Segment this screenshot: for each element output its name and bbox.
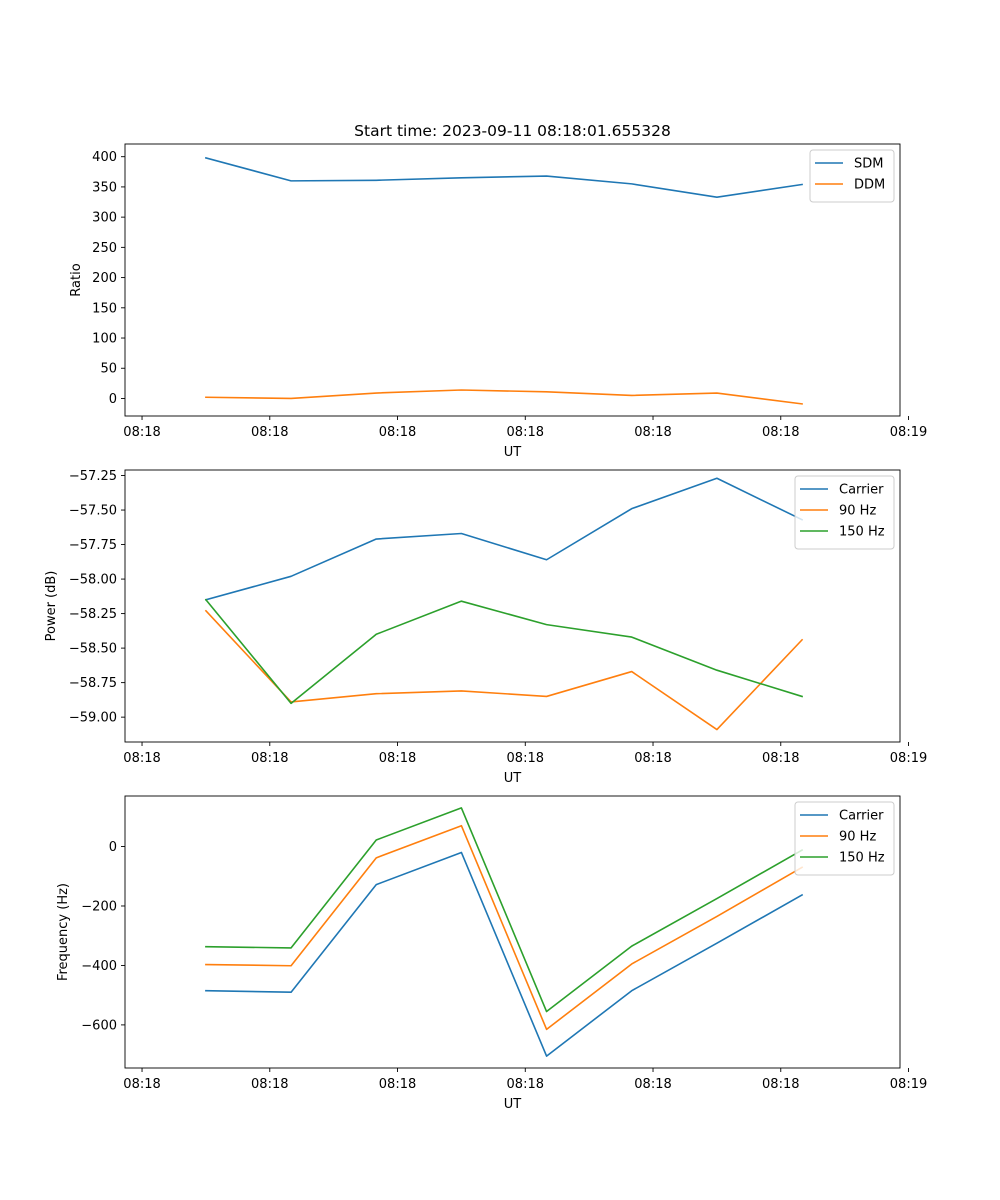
series-line-2 [205, 389, 803, 405]
chart-panel-2: 08:18 08:18 08:18 08:18 08:18 08:18 08:19 −59.0… [44, 469, 927, 786]
series-line-1 [204, 477, 804, 601]
legend-label: DDM [854, 178, 885, 193]
x-tick-label: 08:18 [507, 1077, 544, 1092]
x-axis-label: UT [504, 771, 522, 786]
y-tick-label: 300 [92, 211, 117, 226]
y-tick-label: −57.75 [69, 538, 117, 553]
x-tick-label: 08:19 [890, 1077, 927, 1092]
x-tick-label: 08:18 [123, 1077, 160, 1092]
axes-frame [124, 143, 901, 417]
legend-label: SDM [854, 157, 883, 172]
legend: Carrier 90 Hz 150 Hz [794, 475, 895, 550]
x-tick-label: 08:19 [890, 751, 927, 766]
y-tick-label: −200 [81, 899, 117, 914]
legend: SDM DDM [809, 149, 895, 203]
axes-frame [124, 795, 901, 1069]
y-tick-label: 0 [109, 840, 117, 855]
x-tick-label: 08:18 [634, 425, 671, 440]
legend: Carrier 90 Hz 150 Hz [794, 801, 895, 876]
y-tick-label: −59.00 [69, 711, 117, 726]
x-tick-label: 08:18 [762, 751, 799, 766]
x-tick-label: 08:18 [507, 751, 544, 766]
legend-label: 90 Hz [839, 504, 876, 519]
x-tick-label: 08:18 [634, 1077, 671, 1092]
legend-label: 150 Hz [839, 525, 885, 540]
y-tick-label: −400 [81, 959, 117, 974]
y-tick-label: 250 [92, 241, 117, 256]
x-tick-label: 08:18 [762, 1077, 799, 1092]
y-axis-label: Power (dB) [44, 571, 59, 642]
y-tick-label: −57.25 [69, 469, 117, 484]
y-tick-label: −57.50 [69, 504, 117, 519]
y-tick-label: −600 [81, 1018, 117, 1033]
y-tick-label: 200 [92, 271, 117, 286]
legend-label: Carrier [839, 483, 884, 498]
series-line-1 [204, 156, 803, 198]
series-line-3 [205, 807, 804, 1013]
y-tick-label: −58.00 [69, 573, 117, 588]
legend-label: Carrier [839, 809, 884, 824]
legend-label: 150 Hz [839, 851, 885, 866]
x-tick-label: 08:19 [890, 425, 927, 440]
chart-panel-3: 08:18 08:18 08:18 08:18 08:18 08:18 08:19 −600 −… [56, 795, 927, 1112]
axes-frame [124, 469, 901, 743]
x-tick-label: 08:18 [251, 425, 288, 440]
x-tick-label: 08:18 [762, 425, 799, 440]
y-tick-label: −58.50 [69, 642, 117, 657]
x-axis-label: UT [504, 445, 522, 460]
y-axis-label: Frequency (Hz) [56, 883, 71, 981]
x-tick-label: 08:18 [123, 751, 160, 766]
x-tick-label: 08:18 [379, 425, 416, 440]
y-tick-label: 400 [92, 150, 117, 165]
chart-panel-1: 08:18 08:18 08:18 08:18 08:18 08:18 08:19 0 50 10… [69, 122, 927, 460]
chart-title: Start time: 2023-09-11 08:18:01.655328 [354, 122, 671, 140]
series-line-2 [204, 609, 804, 731]
y-tick-label: 100 [92, 332, 117, 347]
y-tick-label: 0 [109, 392, 117, 407]
series-line-1 [205, 851, 804, 1057]
x-tick-label: 08:18 [379, 751, 416, 766]
x-tick-label: 08:18 [251, 1077, 288, 1092]
y-tick-label: 350 [92, 180, 117, 195]
y-tick-label: 50 [100, 362, 117, 377]
x-tick-label: 08:18 [507, 425, 544, 440]
y-tick-label: −58.25 [69, 607, 117, 622]
y-tick-label: 150 [92, 301, 117, 316]
y-axis-label: Ratio [69, 263, 84, 296]
x-tick-label: 08:18 [379, 1077, 416, 1092]
legend-label: 90 Hz [839, 830, 876, 845]
x-tick-label: 08:18 [251, 751, 288, 766]
x-tick-label: 08:18 [634, 751, 671, 766]
series-line-2 [205, 824, 804, 1031]
y-tick-label: −58.75 [69, 676, 117, 691]
x-axis-label: UT [504, 1097, 522, 1112]
series-line-3 [204, 598, 804, 705]
x-tick-label: 08:18 [123, 425, 160, 440]
